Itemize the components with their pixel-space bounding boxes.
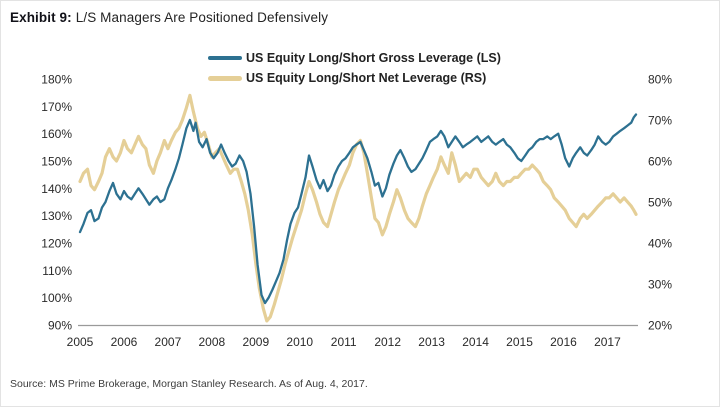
y-axis-right-tick-label: 60% <box>648 155 672 169</box>
x-axis-tick-label: 2017 <box>594 335 621 349</box>
x-axis-tick-label: 2007 <box>155 335 182 349</box>
x-axis-tick-label: 2016 <box>550 335 577 349</box>
x-axis-tick-label: 2010 <box>286 335 313 349</box>
x-axis-tick-label: 2009 <box>242 335 269 349</box>
y-axis-left-tick-label: 90% <box>48 319 72 333</box>
exhibit-number-label: Exhibit 9: <box>10 10 72 25</box>
x-axis-tick-label: 2011 <box>331 335 357 349</box>
y-axis-left-tick-label: 160% <box>41 127 72 141</box>
y-axis-right-tick-label: 40% <box>648 237 672 251</box>
y-axis-left-tick-label: 180% <box>41 73 72 87</box>
chart-legend: US Equity Long/Short Gross Leverage (LS)… <box>208 48 501 88</box>
y-axis-left-tick-label: 140% <box>41 182 72 196</box>
y-axis-left-tick-label: 110% <box>42 264 72 278</box>
y-axis-left-tick-label: 100% <box>41 291 72 305</box>
source-note: Source: MS Prime Brokerage, Morgan Stanl… <box>10 378 368 390</box>
y-axis-left-tick-label: 130% <box>41 209 72 223</box>
x-axis-tick-label: 2015 <box>506 335 533 349</box>
x-axis-tick-label: 2006 <box>111 335 138 349</box>
gross-leverage-line <box>78 113 638 305</box>
leverage-line-chart: 180% 170% 160% 150% 140% 130% 120% 110% 100% 90% 8… <box>41 73 672 350</box>
x-axis-tick-label: 2012 <box>374 335 401 349</box>
x-axis-tick-label: 2013 <box>418 335 445 349</box>
y-axis-right-tick-label: 30% <box>648 278 672 292</box>
legend-label-gross: US Equity Long/Short Gross Leverage (LS) <box>246 51 501 65</box>
exhibit-title-text: L/S Managers Are Positioned Defensively <box>75 10 329 25</box>
y-axis-left-tick-label: 120% <box>41 237 72 251</box>
legend-item-net: US Equity Long/Short Net Leverage (RS) <box>208 68 501 88</box>
y-axis-left-tick-label: 150% <box>41 155 72 169</box>
exhibit-title: Exhibit 9: L/S Managers Are Positioned De… <box>10 10 328 25</box>
y-axis-left-tick-label: 170% <box>41 100 72 114</box>
y-axis-right-tick-label: 80% <box>648 73 672 87</box>
legend-label-net: US Equity Long/Short Net Leverage (RS) <box>246 71 487 85</box>
y-axis-right-tick-label: 70% <box>648 114 672 128</box>
x-axis-tick-label: 2005 <box>67 335 94 349</box>
net-line-swatch-icon <box>208 75 242 81</box>
x-axis-tick-label: 2008 <box>199 335 226 349</box>
net-leverage-line <box>78 93 638 323</box>
y-axis-right-tick-label: 50% <box>648 196 672 210</box>
x-axis-tick-label: 2014 <box>462 335 489 349</box>
legend-item-gross: US Equity Long/Short Gross Leverage (LS) <box>208 48 501 68</box>
y-axis-right-tick-label: 20% <box>648 319 672 333</box>
gross-line-swatch-icon <box>208 56 242 60</box>
